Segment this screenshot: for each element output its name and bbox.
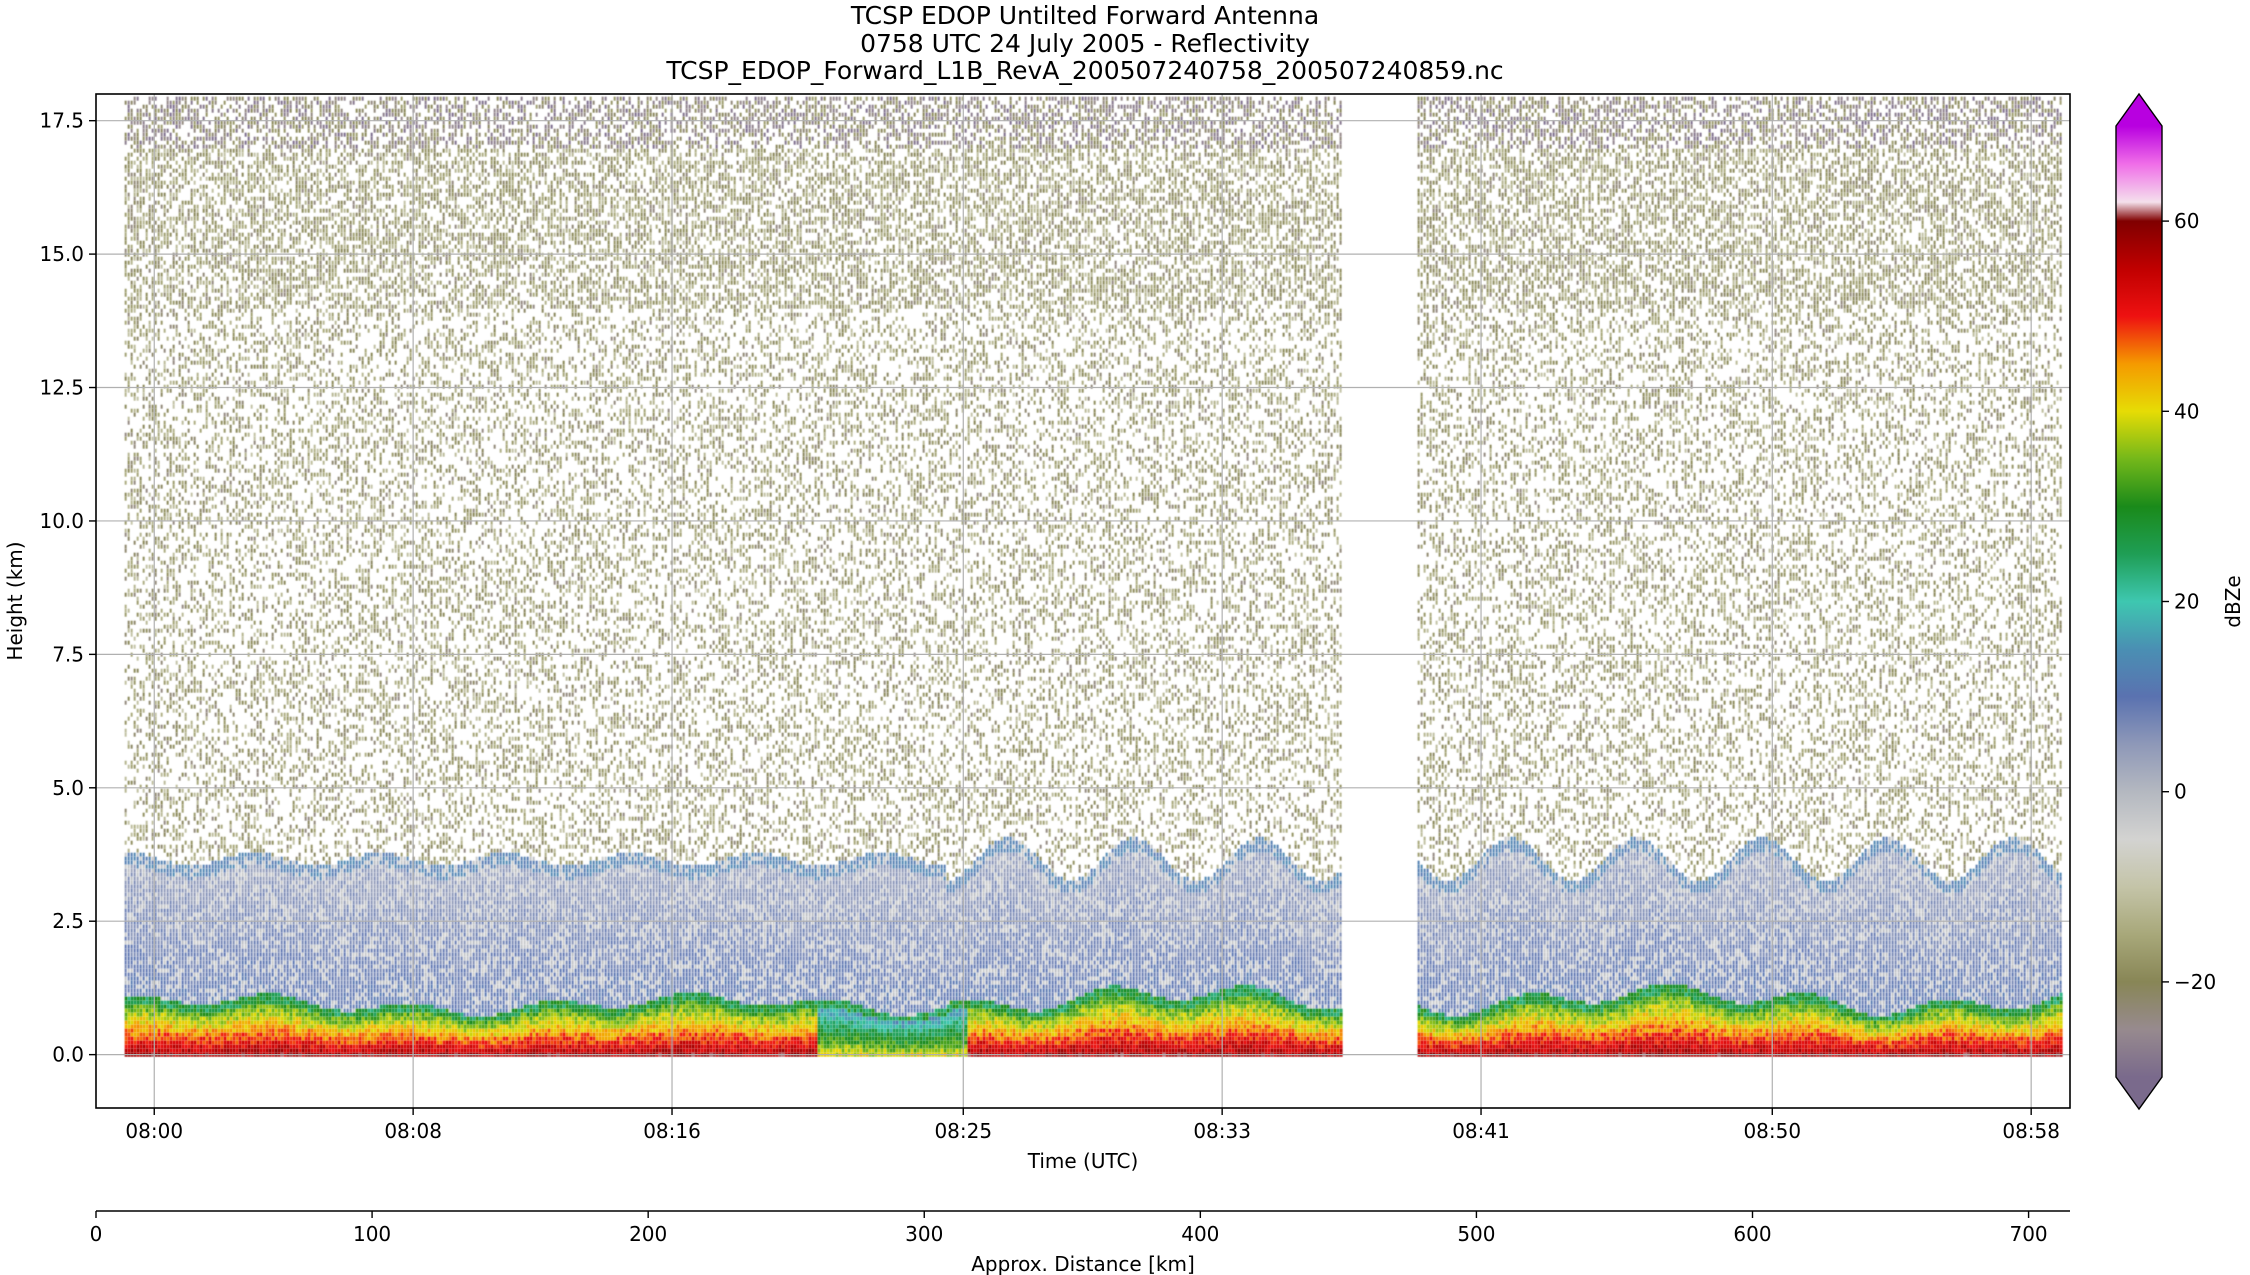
y-tick-label: 7.5 bbox=[52, 642, 84, 666]
x-tick-label: 08:33 bbox=[1193, 1119, 1251, 1143]
y-tick-label: 15.0 bbox=[39, 242, 84, 266]
reflectivity-heatmap bbox=[96, 94, 2070, 1108]
distance-axis-label: Approx. Distance [km] bbox=[971, 1252, 1195, 1275]
chart-title-line-3: TCSP_EDOP_Forward_L1B_RevA_200507240758_… bbox=[666, 56, 1504, 85]
x-tick-label: 08:58 bbox=[2002, 1119, 2060, 1143]
distance-tick-label: 600 bbox=[1733, 1222, 1771, 1246]
y-tick-label: 17.5 bbox=[39, 109, 84, 133]
colorbar-tick-label: 20 bbox=[2174, 590, 2199, 614]
distance-tick-label: 400 bbox=[1181, 1222, 1219, 1246]
colorbar bbox=[2116, 126, 2162, 1077]
colorbar-tick-label: 60 bbox=[2174, 209, 2199, 233]
x-tick-label: 08:08 bbox=[384, 1119, 442, 1143]
y-tick-label: 12.5 bbox=[39, 376, 84, 400]
distance-tick-label: 200 bbox=[629, 1222, 667, 1246]
distance-tick-label: 500 bbox=[1457, 1222, 1495, 1246]
colorbar-tick-label: 40 bbox=[2174, 399, 2199, 423]
plot-frame bbox=[95, 93, 2071, 1109]
x-tick-label: 08:50 bbox=[1743, 1119, 1801, 1143]
colorbar-label: dBZe bbox=[2221, 575, 2245, 627]
x-axis-label: Time (UTC) bbox=[1027, 1149, 1139, 1173]
distance-tick-label: 300 bbox=[905, 1222, 943, 1246]
y-tick-label: 2.5 bbox=[52, 909, 84, 933]
x-tick-label: 08:41 bbox=[1452, 1119, 1510, 1143]
colorbar-min-extend bbox=[2116, 1077, 2162, 1109]
distance-tick-label: 100 bbox=[353, 1222, 391, 1246]
colorbar-outline bbox=[2115, 92, 2163, 1111]
distance-tick-label: 700 bbox=[2009, 1222, 2047, 1246]
colorbar-tick-label: 0 bbox=[2174, 780, 2187, 804]
x-tick-label: 08:25 bbox=[934, 1119, 992, 1143]
colorbar-max-extend bbox=[2116, 94, 2162, 126]
y-tick-label: 0.0 bbox=[52, 1043, 84, 1067]
chart-title-line-1: TCSP EDOP Untilted Forward Antenna bbox=[850, 1, 1320, 30]
colorbar-tick-label: −20 bbox=[2174, 970, 2216, 994]
y-tick-label: 5.0 bbox=[52, 776, 84, 800]
chart-title-line-2: 0758 UTC 24 July 2005 - Reflectivity bbox=[860, 29, 1310, 58]
y-axis-label: Height (km) bbox=[3, 541, 27, 660]
distance-tick-label: 0 bbox=[90, 1222, 103, 1246]
x-tick-label: 08:16 bbox=[643, 1119, 701, 1143]
grid-lines bbox=[96, 94, 2070, 1108]
x-tick-label: 08:00 bbox=[125, 1119, 183, 1143]
y-tick-label: 10.0 bbox=[39, 509, 84, 533]
